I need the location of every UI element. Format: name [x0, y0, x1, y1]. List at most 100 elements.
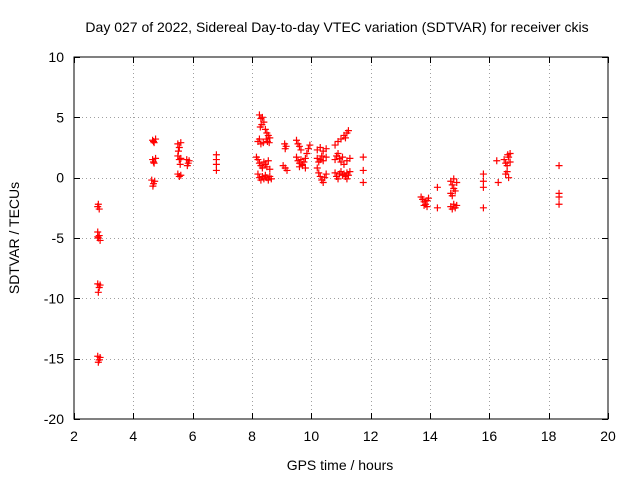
- data-point: [346, 168, 354, 176]
- data-point: [313, 154, 321, 162]
- data-point: [212, 166, 220, 174]
- data-point: [322, 153, 330, 161]
- data-point: [264, 176, 272, 184]
- y-tick-labels: -20 -15 -10 -5 0 5 10: [44, 49, 64, 427]
- data-point: [337, 135, 345, 143]
- data-point: [319, 157, 327, 165]
- data-point: [185, 157, 193, 165]
- data-point: [500, 156, 508, 164]
- data-point: [175, 156, 183, 164]
- data-point: [322, 170, 330, 178]
- data-point: [151, 177, 159, 185]
- data-point: [316, 144, 324, 151]
- data-point: [502, 170, 510, 178]
- data-point: [301, 164, 309, 172]
- data-point: [257, 115, 265, 123]
- data-point: [261, 125, 269, 133]
- data-point: [505, 174, 513, 182]
- data-point: [479, 170, 487, 178]
- data-point: [267, 175, 275, 183]
- data-point: [331, 156, 339, 164]
- data-point: [94, 200, 102, 208]
- x-tick-label: 2: [70, 428, 78, 444]
- data-point: [503, 162, 511, 170]
- data-point: [212, 160, 220, 168]
- data-point: [343, 175, 351, 183]
- data-point: [150, 158, 158, 166]
- data-point: [451, 187, 459, 195]
- data-point: [453, 201, 461, 209]
- data-point: [313, 164, 321, 172]
- data-point: [448, 205, 456, 213]
- data-point: [293, 136, 300, 144]
- data-point: [316, 156, 324, 164]
- data-point: [304, 145, 312, 153]
- data-point: [318, 152, 326, 160]
- data-point: [149, 182, 157, 190]
- x-tick-labels: 2 4 6 8 10 12 14 16 18 20: [70, 428, 616, 444]
- data-point: [295, 163, 303, 171]
- data-point: [555, 200, 563, 208]
- data-point: [479, 177, 487, 185]
- x-axis-label: GPS time / hours: [287, 457, 394, 473]
- data-point: [148, 176, 156, 184]
- data-point: [359, 166, 367, 174]
- data-point: [258, 113, 266, 121]
- data-point: [265, 139, 273, 147]
- data-point: [316, 172, 324, 180]
- data-point: [493, 157, 501, 165]
- data-point: [183, 162, 191, 170]
- y-axis-label: SDTVAR / TECUs: [6, 182, 22, 294]
- data-point: [433, 204, 441, 212]
- data-point: [175, 144, 183, 151]
- data-point: [281, 145, 289, 153]
- data-point: [359, 178, 367, 186]
- data-point: [450, 200, 458, 208]
- chart-title: Day 027 of 2022, Sidereal Day-to-day VTE…: [85, 19, 588, 35]
- data-point: [295, 142, 303, 150]
- data-point: [94, 288, 102, 296]
- data-point: [315, 169, 323, 177]
- data-points: [94, 111, 563, 366]
- x-tick-label: 4: [129, 428, 137, 444]
- data-point: [255, 135, 263, 143]
- data-point: [96, 353, 104, 361]
- data-point: [266, 165, 274, 173]
- data-point: [257, 176, 265, 184]
- data-point: [331, 141, 339, 149]
- y-tick-label: 10: [48, 49, 64, 65]
- data-point: [96, 281, 104, 289]
- x-tick-label: 8: [248, 428, 256, 444]
- x-tick-label: 12: [363, 428, 379, 444]
- data-point: [96, 236, 104, 244]
- data-point: [293, 153, 300, 161]
- data-point: [341, 134, 349, 142]
- data-point: [340, 160, 348, 168]
- x-tick-label: 16: [482, 428, 498, 444]
- y-tick-label: -15: [44, 351, 64, 367]
- data-point: [453, 178, 461, 186]
- data-point: [555, 193, 563, 201]
- axis-ticks: [74, 57, 609, 420]
- data-point: [448, 192, 456, 200]
- data-point: [152, 154, 160, 162]
- data-point: [334, 150, 342, 158]
- data-point: [150, 137, 158, 145]
- y-tick-label: 0: [56, 170, 64, 186]
- data-point: [322, 145, 330, 153]
- data-point: [359, 153, 367, 161]
- data-point: [297, 146, 305, 154]
- y-tick-label: -20: [44, 411, 64, 427]
- data-point: [425, 194, 433, 202]
- data-point: [177, 154, 185, 162]
- data-point: [174, 140, 182, 148]
- data-point: [334, 175, 342, 183]
- data-point: [260, 175, 268, 183]
- data-point: [494, 178, 502, 186]
- data-point: [479, 204, 487, 212]
- data-point: [338, 171, 346, 179]
- grid-lines: [74, 57, 608, 419]
- data-point: [177, 139, 185, 147]
- data-point: [94, 233, 102, 241]
